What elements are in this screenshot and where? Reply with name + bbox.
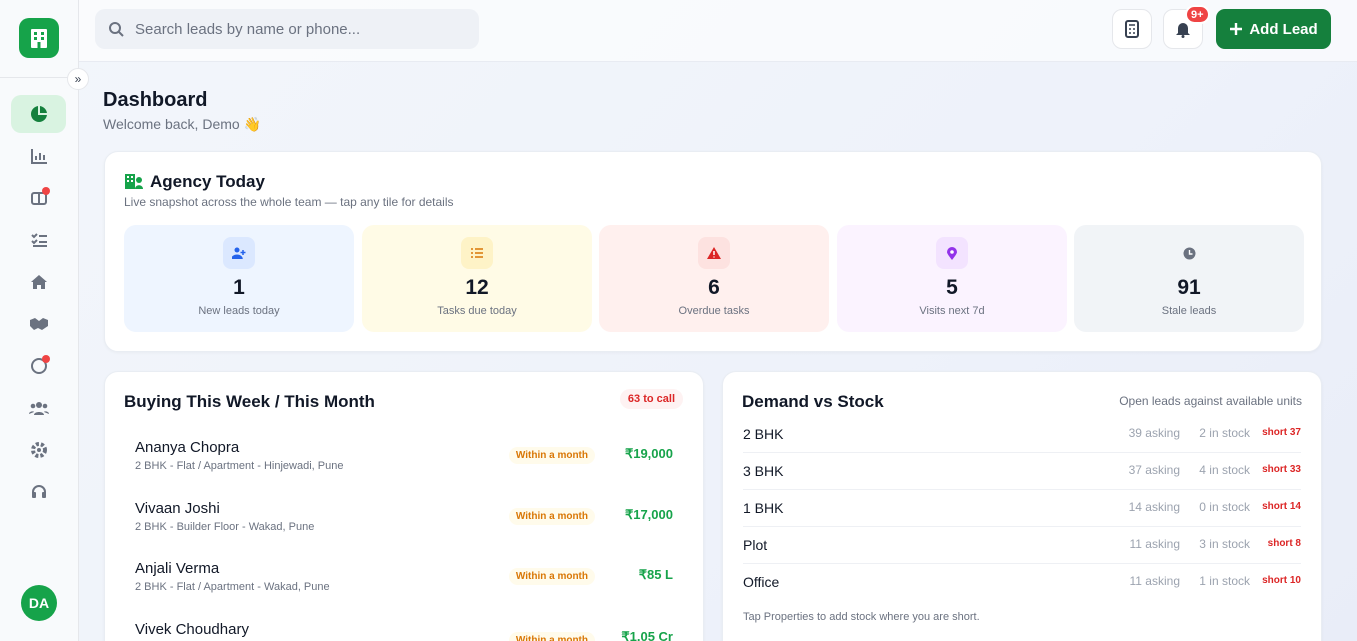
lead-row[interactable]: Ananya Chopra 2 BHK - Flat / Apartment - … bbox=[125, 431, 683, 489]
asking-count: 39 asking bbox=[1128, 426, 1180, 440]
nav-settings[interactable] bbox=[11, 431, 66, 469]
lead-name: Anjali Verma bbox=[135, 560, 220, 577]
unit-type: 3 BHK bbox=[743, 463, 784, 479]
asking-count: 11 asking bbox=[1129, 537, 1180, 551]
nav-team[interactable] bbox=[11, 389, 66, 427]
lead-timeline: Within a month bbox=[508, 508, 595, 525]
stock-count: 1 in stock bbox=[1199, 574, 1250, 588]
demand-title: Demand vs Stock bbox=[742, 392, 884, 411]
sidebar: » DA bbox=[0, 0, 89, 641]
lead-row[interactable]: Vivaan Joshi 2 BHK - Builder Floor - Waka… bbox=[125, 492, 683, 550]
shortfall: short 8 bbox=[1267, 538, 1301, 549]
nav-tasks[interactable] bbox=[11, 221, 66, 259]
agency-card: Agency Today Live snapshot across the wh… bbox=[104, 151, 1322, 352]
shortfall: short 14 bbox=[1262, 501, 1301, 512]
asking-count: 14 asking bbox=[1128, 500, 1180, 514]
agency-icon bbox=[125, 174, 143, 189]
calculator-button[interactable] bbox=[1112, 9, 1152, 49]
unit-type: Plot bbox=[743, 537, 768, 553]
unit-type: 1 BHK bbox=[743, 500, 784, 516]
stock-count: 2 in stock bbox=[1199, 426, 1250, 440]
nav-properties[interactable] bbox=[11, 263, 66, 301]
tile-value: 5 bbox=[946, 276, 958, 299]
lead-budget: ₹1.05 Cr bbox=[621, 629, 673, 641]
page-title: Dashboard bbox=[103, 89, 208, 111]
demand-row: Plot 11 asking 3 in stock short 8 bbox=[743, 527, 1301, 564]
stock-count: 0 in stock bbox=[1199, 500, 1250, 514]
tile-stale[interactable]: 91 Stale leads bbox=[1074, 225, 1304, 332]
tile-label: Visits next 7d bbox=[919, 305, 985, 317]
tile-label: Overdue tasks bbox=[678, 305, 750, 317]
asking-count: 11 asking bbox=[1129, 574, 1180, 588]
lead-name: Vivaan Joshi bbox=[135, 500, 220, 517]
tile-value: 91 bbox=[1177, 276, 1201, 299]
stock-count: 4 in stock bbox=[1199, 463, 1250, 477]
add-lead-button[interactable]: Add Lead bbox=[1216, 9, 1331, 49]
logo[interactable] bbox=[19, 18, 59, 58]
demand-card: Demand vs Stock Open leads against avail… bbox=[722, 371, 1322, 641]
nav-whatsapp[interactable] bbox=[11, 347, 66, 385]
tile-label: Tasks due today bbox=[437, 305, 517, 317]
demand-footer: Tap Properties to add stock where you ar… bbox=[743, 611, 980, 623]
nav-deals[interactable] bbox=[11, 305, 66, 343]
buying-title: Buying This Week / This Month bbox=[124, 392, 375, 411]
lead-row[interactable]: Vivek Choudhary Within a month ₹1.05 Cr bbox=[125, 613, 683, 641]
nav-reports[interactable] bbox=[11, 137, 66, 175]
notification-badge: 9+ bbox=[1185, 5, 1210, 24]
tile-value: 6 bbox=[708, 276, 720, 299]
shortfall: short 33 bbox=[1262, 464, 1301, 475]
lead-budget: ₹85 L bbox=[638, 567, 673, 582]
shortfall: short 37 bbox=[1262, 427, 1301, 438]
call-badge: 63 to call bbox=[619, 389, 683, 409]
sidebar-header bbox=[0, 0, 78, 78]
page-subtitle: Welcome back, Demo 👋 bbox=[103, 116, 261, 132]
buying-card: Buying This Week / This Month 63 to call… bbox=[104, 371, 704, 641]
agency-subtitle: Live snapshot across the whole team — ta… bbox=[124, 195, 454, 209]
tile-overdue[interactable]: 6 Overdue tasks bbox=[599, 225, 829, 332]
tile-value: 12 bbox=[465, 276, 489, 299]
tile-value: 1 bbox=[233, 276, 245, 299]
demand-row: 1 BHK 14 asking 0 in stock short 14 bbox=[743, 490, 1301, 527]
shortfall: short 10 bbox=[1262, 575, 1301, 586]
tile-visits[interactable]: 5 Visits next 7d bbox=[837, 225, 1067, 332]
lead-details: 2 BHK - Flat / Apartment - Wakad, Pune bbox=[135, 581, 330, 593]
lead-details: 2 BHK - Builder Floor - Wakad, Pune bbox=[135, 521, 315, 533]
nav-support[interactable] bbox=[11, 473, 66, 511]
lead-name: Ananya Chopra bbox=[135, 439, 240, 456]
unit-type: 2 BHK bbox=[743, 426, 784, 442]
collapse-button[interactable]: » bbox=[67, 68, 89, 90]
tile-label: Stale leads bbox=[1161, 305, 1217, 317]
nav-board[interactable] bbox=[11, 179, 66, 217]
stock-count: 3 in stock bbox=[1199, 537, 1250, 551]
agency-title: Agency Today bbox=[150, 172, 265, 191]
demand-row: 2 BHK 39 asking 2 in stock short 37 bbox=[743, 416, 1301, 453]
lead-timeline: Within a month bbox=[508, 632, 595, 641]
avatar[interactable]: DA bbox=[21, 585, 57, 621]
lead-budget: ₹19,000 bbox=[624, 446, 673, 461]
asking-count: 37 asking bbox=[1128, 463, 1180, 477]
lead-details: 2 BHK - Flat / Apartment - Hinjewadi, Pu… bbox=[135, 460, 344, 472]
lead-budget: ₹17,000 bbox=[624, 507, 673, 522]
lead-row[interactable]: Anjali Verma 2 BHK - Flat / Apartment - W… bbox=[125, 552, 683, 610]
lead-name: Vivek Choudhary bbox=[135, 621, 249, 638]
unit-type: Office bbox=[743, 574, 780, 590]
lead-timeline: Within a month bbox=[508, 568, 595, 585]
tile-label: New leads today bbox=[198, 305, 280, 317]
demand-row: 3 BHK 37 asking 4 in stock short 33 bbox=[743, 453, 1301, 490]
demand-row: Office 11 asking 1 in stock short 10 bbox=[743, 564, 1301, 601]
lead-timeline: Within a month bbox=[508, 447, 595, 464]
tile-tasks-due[interactable]: 12 Tasks due today bbox=[362, 225, 592, 332]
nav-dashboard[interactable] bbox=[11, 95, 66, 133]
topbar: Search leads by name or phone... 9+ Add … bbox=[79, 0, 1357, 62]
tile-new-leads[interactable]: 1 New leads today bbox=[124, 225, 354, 332]
search-placeholder: Search leads by name or phone... bbox=[135, 20, 361, 38]
add-lead-label: Add Lead bbox=[1249, 20, 1318, 38]
search-box[interactable]: Search leads by name or phone... bbox=[95, 9, 479, 49]
demand-subtitle: Open leads against available units bbox=[1119, 394, 1302, 408]
